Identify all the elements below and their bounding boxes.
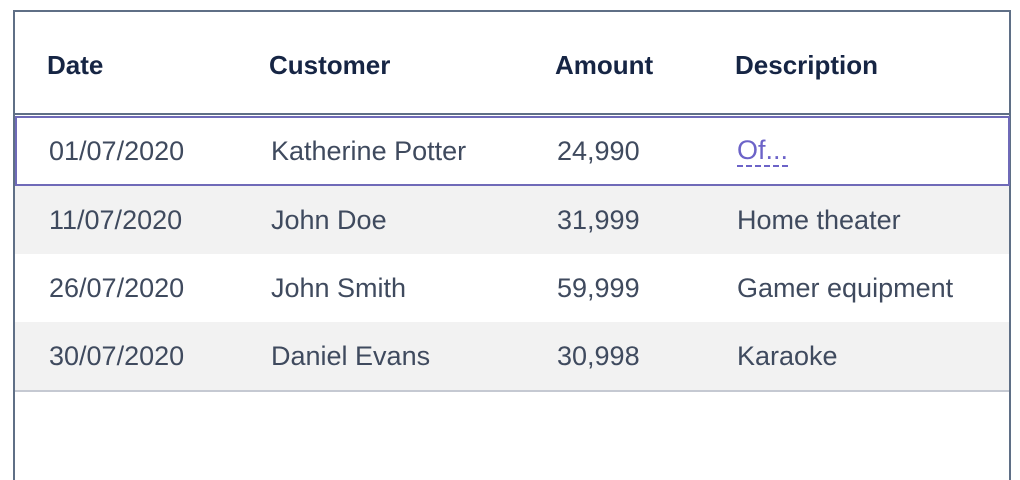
cell-description: Karaoke	[737, 340, 838, 371]
transactions-table: Date Customer Amount Description 01/07/2…	[13, 10, 1011, 480]
table-row[interactable]: 30/07/2020 Daniel Evans 30,998 Karaoke	[15, 322, 1009, 392]
description-truncated-link[interactable]: Of...	[737, 135, 789, 167]
column-header-date[interactable]: Date	[47, 49, 104, 80]
cell-customer: Daniel Evans	[271, 340, 431, 371]
cell-amount: 59,999	[557, 272, 640, 303]
cell-customer: John Doe	[271, 204, 387, 235]
table-row[interactable]: 01/07/2020 Katherine Potter 24,990 Of...	[15, 118, 1009, 184]
cell-amount: 30,998	[557, 340, 640, 371]
cell-customer: Katherine Potter	[271, 135, 467, 166]
cell-date: 30/07/2020	[49, 340, 185, 371]
cell-amount: 24,990	[557, 135, 640, 166]
cell-description: Home theater	[737, 204, 901, 235]
column-header-description[interactable]: Description	[735, 49, 879, 80]
column-header-customer[interactable]: Customer	[269, 49, 391, 80]
cell-amount: 31,999	[557, 204, 640, 235]
table-header-row: Date Customer Amount Description	[15, 12, 1009, 115]
cell-customer: John Smith	[271, 272, 407, 303]
table-row[interactable]: 26/07/2020 John Smith 59,999 Gamer equip…	[15, 254, 1009, 322]
cell-date: 01/07/2020	[49, 135, 185, 166]
cell-description: Of...	[737, 118, 789, 184]
table-row[interactable]: 11/07/2020 John Doe 31,999 Home theater	[15, 186, 1009, 254]
column-header-amount[interactable]: Amount	[555, 49, 654, 80]
cell-description: Gamer equipment	[737, 272, 954, 303]
cell-date: 11/07/2020	[49, 204, 183, 235]
cell-date: 26/07/2020	[49, 272, 185, 303]
